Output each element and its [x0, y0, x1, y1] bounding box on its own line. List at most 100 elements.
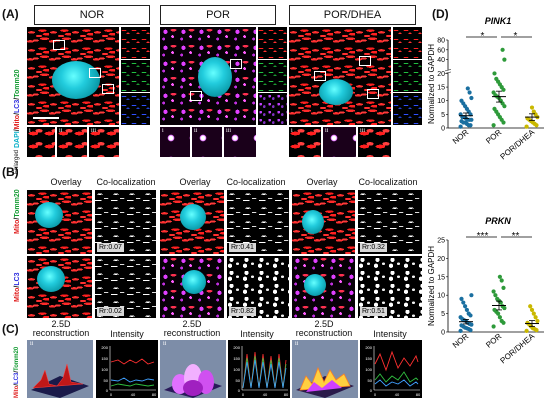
y-axis-label: Normalized to GAPDH	[427, 44, 436, 124]
y-tick-label: 20	[437, 71, 445, 78]
x-tick-label: POR	[484, 127, 503, 145]
panel-d-label: (D)	[432, 7, 449, 21]
b-row2-label: Mito/LC3	[14, 272, 21, 302]
c-nor-intensity: 200 150 100 50 0 0 40 80	[96, 340, 158, 398]
por-nucleus	[198, 57, 232, 97]
svg-text:40: 40	[395, 392, 400, 397]
roi-box	[53, 40, 65, 50]
y-tick-label: 5	[441, 112, 445, 119]
pordhea-tomm20-channel	[393, 60, 422, 92]
x-tick-label: NOR	[451, 331, 471, 349]
y-tick-label: 40	[437, 57, 445, 64]
data-point	[501, 285, 506, 290]
nor-enlarged-ii: ii	[57, 127, 87, 157]
panel-a-row-label: DAPI/Mito/LC3/Tomm20	[14, 69, 21, 149]
chart-title: PINK1	[485, 16, 512, 26]
rr-value: Rr:0.41	[229, 243, 256, 252]
group-header-por: POR	[160, 5, 276, 25]
data-point	[458, 328, 463, 333]
pordhea-enlarged-ii: ii	[323, 127, 356, 157]
axis-break	[445, 69, 451, 73]
b-pordhea-overlay-lc3	[292, 256, 355, 318]
pordhea-lc3-channel	[393, 93, 422, 125]
por-tomm20-channel	[258, 60, 287, 92]
data-point	[499, 278, 504, 283]
data-point	[491, 123, 496, 128]
data-point	[529, 307, 535, 313]
nor-lc3-channel	[121, 93, 150, 125]
svg-text:200: 200	[365, 345, 372, 350]
x-tick-label: NOR	[451, 127, 471, 145]
chart-title: PRKN	[485, 216, 511, 226]
y-tick-label: 5	[441, 311, 445, 318]
c-intensity-head: Intensity	[373, 329, 407, 339]
nor-mito-channel	[121, 27, 150, 59]
y-tick-label: 15	[437, 85, 445, 92]
y-tick-label: 20	[437, 256, 445, 263]
por-main-image	[160, 27, 256, 125]
svg-text:0: 0	[106, 388, 109, 393]
data-point	[528, 304, 533, 309]
data-point	[459, 119, 464, 124]
rr-value: Rr:0.32	[360, 243, 387, 252]
b-pordhea-overlay-tomm20	[292, 190, 355, 254]
data-point	[461, 300, 466, 305]
svg-text:80: 80	[152, 392, 157, 397]
svg-text:50: 50	[368, 378, 373, 383]
y-tick-label: 60	[437, 47, 445, 54]
por-enlarged-ii: ii	[192, 127, 222, 157]
b-por-overlay-lc3	[160, 256, 224, 318]
data-point	[531, 311, 536, 316]
tomm20-label: Tomm20	[14, 69, 21, 98]
svg-text:80: 80	[416, 392, 421, 397]
y-tick-label: 25	[437, 238, 445, 245]
b-nor-overlay-lc3	[27, 256, 92, 318]
svg-text:0: 0	[238, 388, 241, 393]
rr-value: Rr:0.51	[360, 307, 387, 316]
roi-box	[102, 84, 114, 94]
data-point	[492, 106, 497, 112]
roi-box	[230, 59, 242, 69]
b-overlay-head: Overlay	[306, 177, 338, 187]
data-point	[500, 304, 505, 309]
svg-text:80: 80	[284, 392, 289, 397]
data-point	[492, 71, 497, 76]
svg-text:200: 200	[101, 345, 108, 350]
y-tick-label: 0	[441, 126, 445, 133]
x-tick-label: POR	[484, 331, 503, 349]
rr-value: Rr:0.82	[229, 307, 256, 316]
y-tick-label: 10	[437, 98, 445, 105]
svg-text:100: 100	[101, 367, 108, 372]
data-point	[459, 323, 464, 328]
b-por-coloc-lc3: Rr:0.82	[227, 256, 289, 318]
c-recon-head: 2.5D reconstruction	[32, 319, 90, 338]
data-point	[469, 95, 474, 101]
c-recon-head: 2.5D reconstruction	[163, 319, 221, 338]
data-point	[535, 318, 540, 324]
svg-text:100: 100	[365, 367, 372, 372]
svg-text:0: 0	[370, 388, 373, 393]
roi-box	[190, 91, 202, 101]
y-tick-label: 15	[437, 274, 445, 281]
group-header-por-dhea: POR/DHEA	[289, 5, 416, 25]
c-recon-head: 2.5D reconstruction	[295, 319, 353, 338]
y-tick-label: 0	[441, 330, 445, 337]
rr-value: Rr:0.02	[97, 307, 124, 316]
lc3-label: LC3	[14, 99, 21, 113]
axis-break	[444, 69, 452, 72]
c-row-label: Mito/LC3/Tomm20	[14, 346, 20, 398]
data-point	[463, 304, 468, 309]
dapi-label: DAPI	[14, 131, 21, 148]
data-point	[459, 296, 464, 301]
significance-label: ***	[477, 231, 489, 242]
b-overlay-head: Overlay	[179, 177, 211, 187]
roi-box	[367, 89, 379, 99]
por-lc3-channel	[258, 93, 287, 125]
data-point	[458, 124, 463, 129]
b-row1-label: Mito/Tomm20	[14, 189, 21, 234]
c-nor-surface: ii	[27, 340, 93, 398]
svg-text:200: 200	[233, 345, 240, 350]
svg-text:0: 0	[242, 392, 245, 397]
por-enlarged-iii: iii	[224, 127, 256, 157]
c-pordhea-intensity: 200 150 100 50 0 0 40 80	[360, 340, 422, 398]
